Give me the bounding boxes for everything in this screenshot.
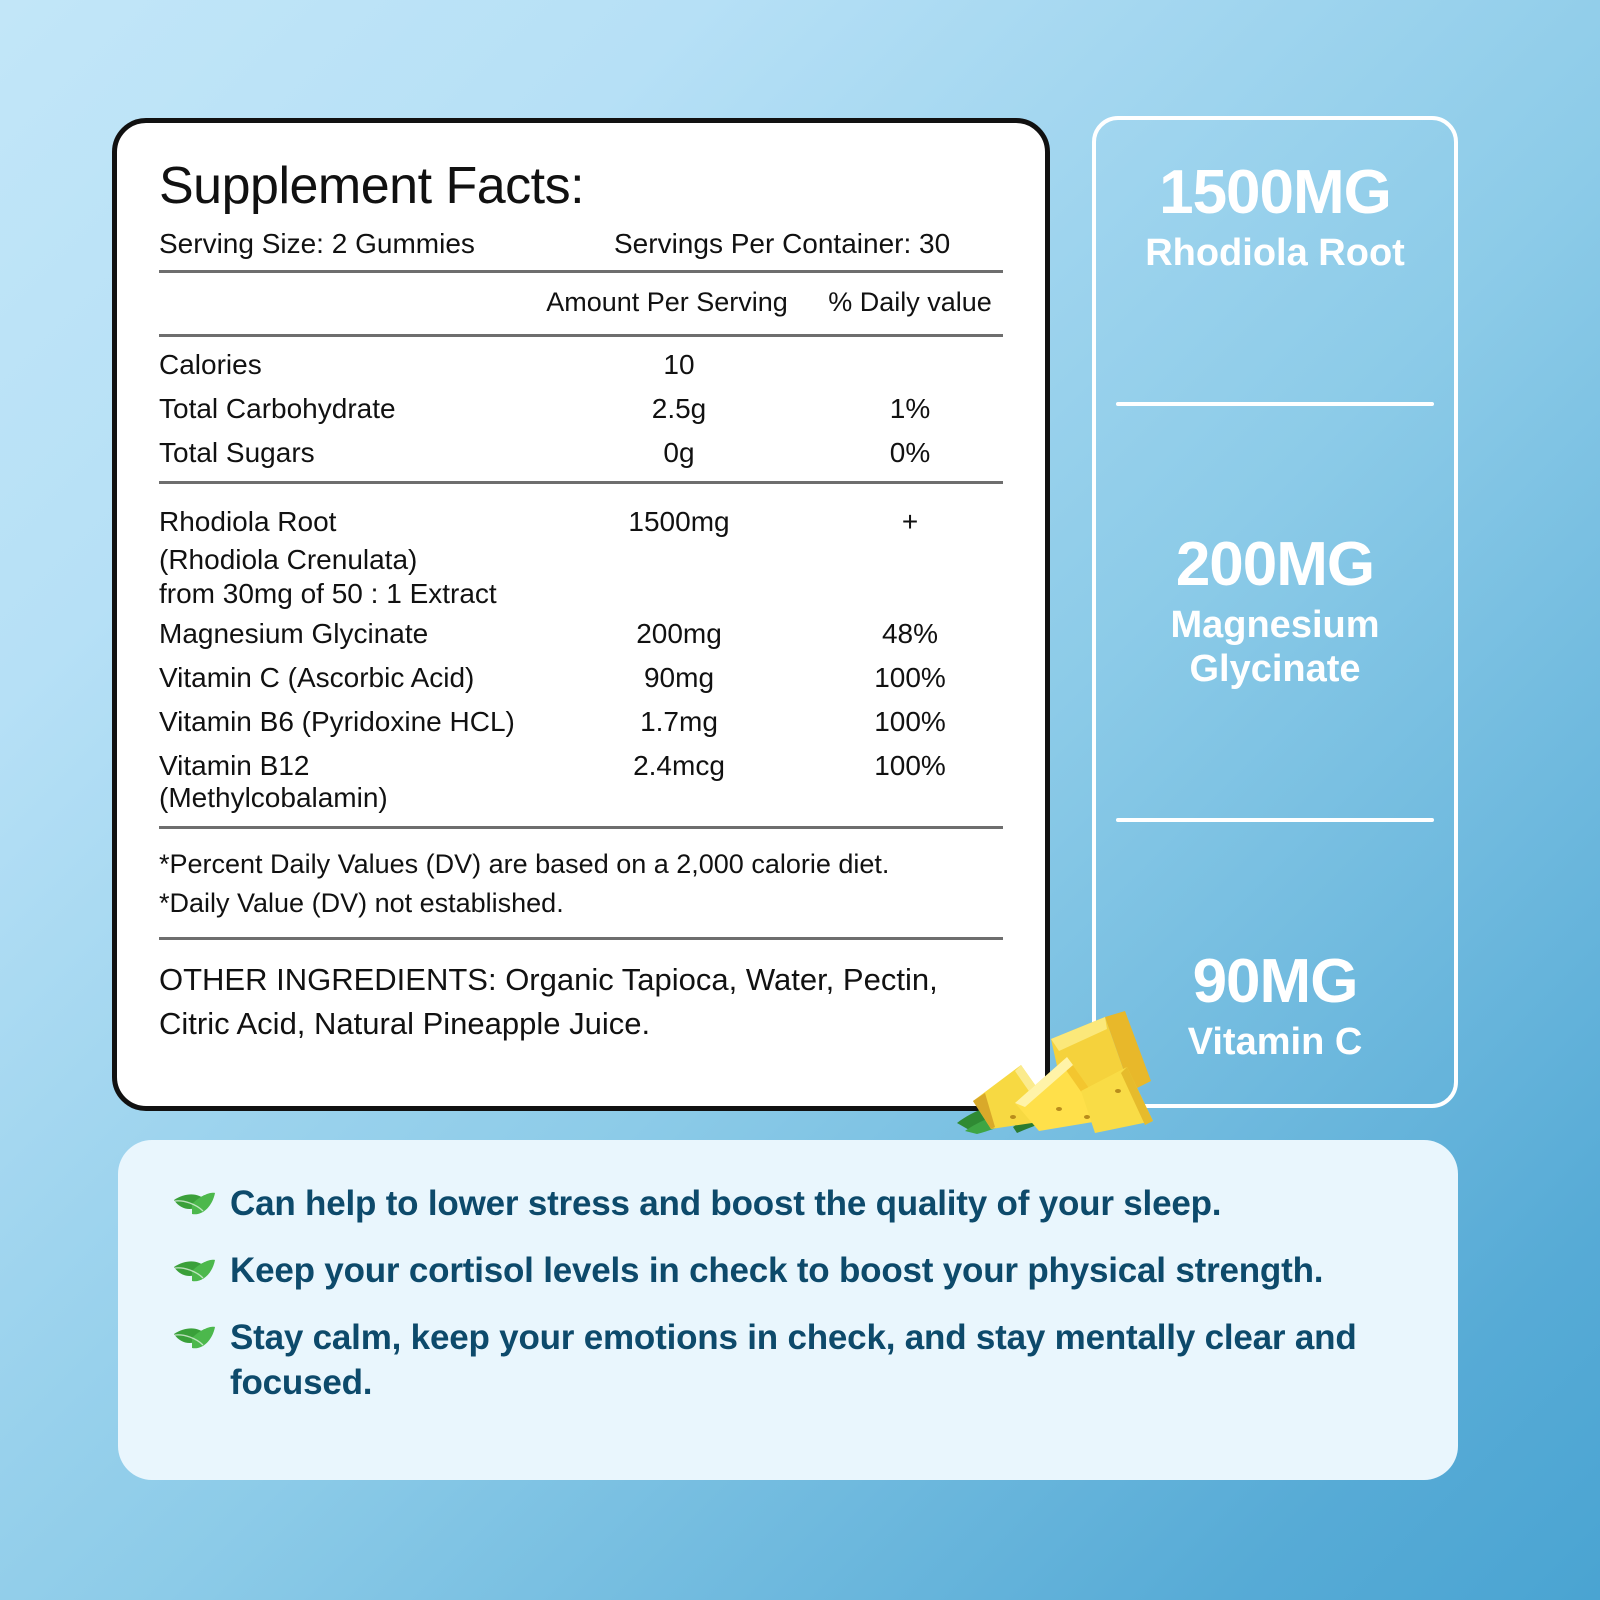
- ingredients-table: Rhodiola Root 1500mg + (Rhodiola Crenula…: [159, 500, 1003, 820]
- serving-info-row: Serving Size: 2 Gummies Servings Per Con…: [159, 228, 1003, 260]
- benefit-text: Keep your cortisol levels in check to bo…: [230, 1251, 1324, 1290]
- other-ingredients: OTHER INGREDIENTS: Organic Tapioca, Wate…: [159, 961, 938, 1041]
- ingredient-dv: +: [901, 505, 919, 537]
- benefit-text: Can help to lower stress and boost the q…: [230, 1184, 1222, 1223]
- dose-value: 1500MG: [1159, 158, 1392, 227]
- table-row: Vitamin B6 (Pyridoxine HCL) 1.7mg 100%: [159, 700, 1003, 744]
- dose-label: Rhodiola Root: [1145, 231, 1405, 274]
- ingredient-amount: 2.4mcg: [633, 749, 725, 781]
- footnote-daily-values: *Percent Daily Values (DV) are based on …: [159, 848, 890, 879]
- nutrient-name: Total Sugars: [159, 436, 315, 468]
- servings-per-container-label: Servings Per Container: 30: [614, 227, 951, 259]
- ingredient-name: Rhodiola Root: [159, 505, 337, 537]
- nutrient-name: Total Carbohydrate: [159, 392, 396, 424]
- ingredient-dv: 100%: [874, 749, 946, 781]
- ingredient-amount: 200mg: [636, 617, 722, 649]
- table-row: (Rhodiola Crenulata): [159, 544, 1003, 578]
- column-header-daily-value: % Daily value: [828, 286, 992, 317]
- nutrient-amount: 0g: [663, 436, 695, 468]
- table-row: Vitamin C (Ascorbic Acid) 90mg 100%: [159, 656, 1003, 700]
- leaf-icon: [172, 1249, 230, 1296]
- ingredient-dv: [817, 578, 1003, 612]
- ingredient-dv: 48%: [881, 617, 939, 649]
- table-row: Rhodiola Root 1500mg +: [159, 500, 1003, 544]
- benefits-panel: Can help to lower stress and boost the q…: [118, 1140, 1458, 1480]
- ingredient-amount: 1500mg: [628, 505, 730, 537]
- column-header-amount: Amount Per Serving: [546, 286, 788, 317]
- table-row: Magnesium Glycinate 200mg 48%: [159, 612, 1003, 656]
- supplement-facts-card: Supplement Facts: Serving Size: 2 Gummie…: [112, 118, 1050, 1111]
- ingredient-name: Vitamin C (Ascorbic Acid): [159, 661, 475, 693]
- sidebar-divider: [1116, 401, 1434, 406]
- divider-below-headers: [159, 333, 1003, 337]
- footnote-dv-not-established: *Daily Value (DV) not established.: [159, 887, 564, 918]
- ingredient-amount: 90mg: [643, 661, 715, 693]
- dose-value: 200MG: [1175, 530, 1375, 600]
- divider-top: [159, 269, 1003, 273]
- serving-size-label: Serving Size: 2 Gummies: [159, 227, 475, 259]
- ingredient-dv: 100%: [874, 705, 946, 737]
- page-title: Supplement Facts:: [159, 157, 585, 215]
- dose-value: 90MG: [1192, 946, 1359, 1016]
- dose-label: Magnesium Glycinate: [1170, 604, 1380, 691]
- ingredient-amount: 1.7mg: [640, 705, 718, 737]
- table-row: Calories 10: [159, 343, 1003, 387]
- nutrient-dv: 1%: [889, 392, 931, 424]
- nutrition-table: Calories 10 Total Carbohydrate 2.5g 1% T…: [159, 343, 1003, 475]
- dose-highlight-rhodiola: 1500MG Rhodiola Root: [1114, 158, 1436, 275]
- ingredient-subname: from 30mg of 50 : 1 Extract: [159, 577, 497, 609]
- ingredient-subname: (Rhodiola Crenulata): [159, 543, 418, 575]
- benefit-text: Stay calm, keep your emotions in check, …: [230, 1318, 1357, 1402]
- table-column-headers: Amount Per Serving % Daily value: [159, 279, 1003, 328]
- nutrient-name: Calories: [159, 348, 262, 380]
- divider-above-other-ingredients: [159, 936, 1003, 940]
- dose-label: Vitamin C: [1187, 1020, 1363, 1063]
- ingredient-dv: 100%: [874, 661, 946, 693]
- nutrient-amount: 10: [663, 348, 695, 380]
- ingredient-name: Vitamin B12 (Methylcobalamin): [159, 749, 388, 813]
- divider-above-footnotes: [159, 825, 1003, 829]
- table-row: Total Carbohydrate 2.5g 1%: [159, 387, 1003, 431]
- ingredient-amount: [541, 578, 817, 612]
- list-item: Can help to lower stress and boost the q…: [172, 1182, 1404, 1229]
- dose-highlight-vitamin-c: 90MG Vitamin C: [1114, 946, 1436, 1064]
- ingredient-name: Magnesium Glycinate: [159, 617, 429, 649]
- nutrient-dv: 0%: [889, 436, 931, 468]
- table-row: Total Sugars 0g 0%: [159, 431, 1003, 475]
- ingredient-dv: [817, 544, 1003, 578]
- sidebar-divider: [1116, 818, 1434, 823]
- leaf-icon: [172, 1182, 230, 1229]
- nutrient-amount: 2.5g: [651, 392, 707, 424]
- divider-below-nutrition: [159, 480, 1003, 484]
- ingredient-amount: [541, 544, 817, 578]
- dose-highlights-sidebar: 1500MG Rhodiola Root 200MG Magnesium Gly…: [1092, 116, 1458, 1108]
- dose-highlight-magnesium: 200MG Magnesium Glycinate: [1114, 530, 1436, 691]
- ingredient-name: Vitamin B6 (Pyridoxine HCL): [159, 705, 515, 737]
- table-row: Vitamin B12 (Methylcobalamin) 2.4mcg 100…: [159, 744, 1003, 820]
- list-item: Keep your cortisol levels in check to bo…: [172, 1249, 1404, 1296]
- list-item: Stay calm, keep your emotions in check, …: [172, 1316, 1404, 1406]
- nutrient-dv: [817, 343, 1003, 387]
- leaf-icon: [172, 1316, 230, 1363]
- footnotes: *Percent Daily Values (DV) are based on …: [159, 835, 1003, 931]
- table-row: from 30mg of 50 : 1 Extract: [159, 578, 1003, 612]
